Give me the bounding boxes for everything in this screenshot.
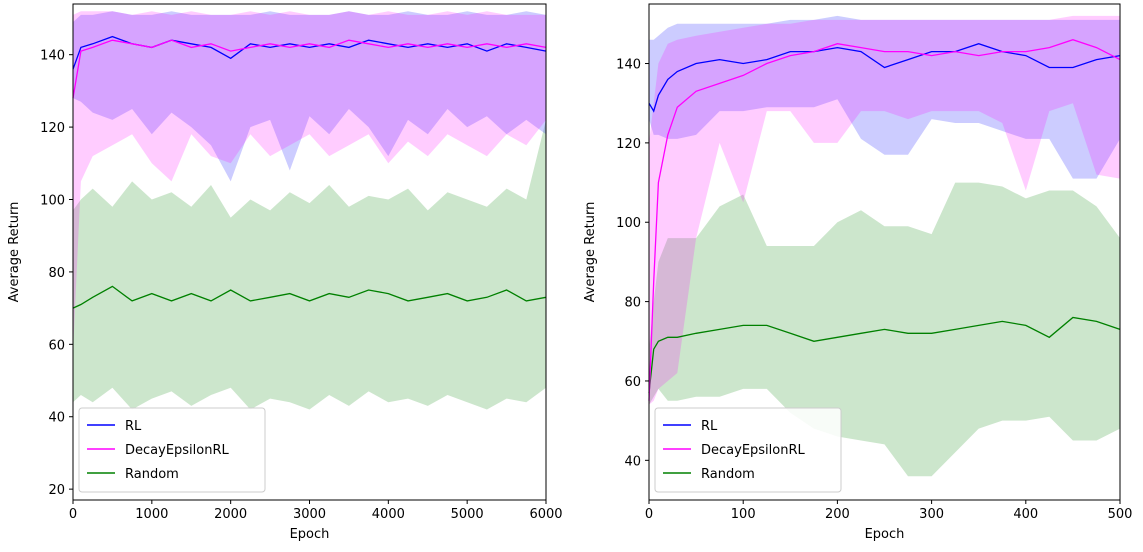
rl-band: [73, 11, 546, 182]
legend-box: [78, 407, 266, 493]
x-tick-label: 2000: [214, 507, 247, 522]
rl-band: [649, 15, 1120, 179]
axes-frame: [648, 3, 1121, 501]
y-tick-label: 120: [616, 137, 641, 152]
x-tick-label: 100: [731, 507, 756, 522]
y-tick-label: 100: [616, 216, 641, 231]
legend-label-decayepsilonrl: DecayEpsilonRL: [701, 443, 806, 458]
y-axis-label: Average Return: [7, 202, 22, 303]
x-tick-label: 5000: [451, 507, 484, 522]
x-tick-label: 4000: [372, 507, 405, 522]
x-tick-label: 0: [69, 507, 77, 522]
x-tick-label: 300: [919, 507, 944, 522]
random-line: [648, 316, 1121, 393]
x-axis-label: Epoch: [865, 527, 905, 542]
legend-label-decayepsilonrl: DecayEpsilonRL: [125, 443, 230, 458]
legend-label-rl: RL: [701, 419, 718, 434]
decayepsilonrl-band: [73, 11, 546, 352]
x-tick-label: 3000: [293, 507, 326, 522]
y-tick-label: 40: [624, 454, 641, 469]
decayepsilonrl-band: [649, 15, 1120, 405]
y-tick-label: 40: [48, 411, 65, 426]
random-line: [72, 285, 547, 309]
y-axis-label: Average Return: [583, 202, 598, 303]
y-tick-label: 60: [624, 375, 641, 390]
rl-line: [648, 43, 1121, 113]
legend-label-random: Random: [125, 467, 179, 482]
decayepsilonrl-line: [72, 39, 547, 99]
x-tick-label: 400: [1013, 507, 1038, 522]
legend-label-random: Random: [701, 467, 755, 482]
y-tick-label: 80: [624, 296, 641, 311]
y-tick-label: 120: [40, 121, 65, 136]
x-tick-label: 1000: [135, 507, 168, 522]
y-tick-label: 140: [40, 49, 65, 64]
x-axis-label: Epoch: [290, 527, 330, 542]
x-tick-label: 500: [1108, 507, 1133, 522]
left-panel: 0 1000 2000 3000 4000 5000 6000 20 40 60 80 100 120 1…: [7, 3, 563, 542]
x-tick-label: 6000: [529, 507, 562, 522]
legend-box: [654, 407, 842, 493]
y-tick-label: 100: [40, 194, 65, 209]
y-tick-label: 60: [48, 338, 65, 353]
x-tick-label: 200: [825, 507, 850, 522]
decayepsilonrl-line: [648, 39, 1121, 401]
y-tick-label: 140: [616, 58, 641, 73]
legend-label-rl: RL: [125, 419, 142, 434]
y-tick-label: 20: [48, 483, 65, 498]
y-tick-label: 80: [48, 266, 65, 281]
right-panel: 0 100 200 300 400 500 40 60 80 100 120 140 Epoch Aver…: [583, 3, 1133, 542]
x-tick-label: 0: [645, 507, 653, 522]
random-band: [73, 119, 546, 410]
